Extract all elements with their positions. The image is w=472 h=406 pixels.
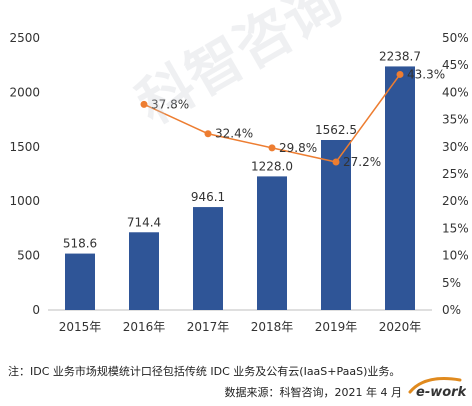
y2-tick-label: 40% [442,85,469,99]
bar-value-label: 946.1 [191,190,225,204]
growth-point [204,130,212,138]
x-tick-label: 2019年 [315,320,358,334]
e-works-logo: e-works [408,377,466,400]
y-tick-label: 2000 [9,85,40,99]
x-tick-label: 2017年 [187,320,230,334]
bar-value-label: 1562.5 [315,123,357,137]
y2-tick-label: 20% [442,194,469,208]
y2-tick-label: 5% [442,276,461,290]
y2-tick-label: 35% [442,113,469,127]
x-tick-label: 2020年 [379,320,422,334]
growth-value-label: 43.3% [407,67,445,81]
growth-point [268,144,276,152]
y-tick-label: 1500 [9,140,40,154]
growth-value-label: 27.2% [343,155,381,169]
bar [321,140,351,310]
bar-value-label: 714.4 [127,215,161,229]
y-tick-label: 500 [17,249,40,263]
y2-tick-label: 10% [442,249,469,263]
y2-tick-label: 30% [442,140,469,154]
bar-labels: 518.6 714.4 946.1 1228.0 1562.5 2238.7 [63,49,421,250]
growth-point [140,100,148,108]
growth-value-label: 29.8% [279,141,317,155]
svg-text:e-works: e-works [416,385,466,400]
chart: 0 500 1000 1500 2000 2500 0% 5% 10% 15% 20% 25% 30%… [9,31,469,334]
y2-tick-label: 50% [442,31,469,45]
growth-point [332,158,340,166]
y-tick-label: 0 [32,303,40,317]
y-axis-right: 0% 5% 10% 15% 20% 25% 30% 35% 40% 45% 50% [442,31,469,317]
x-tick-label: 2015年 [59,320,102,334]
y2-tick-label: 45% [442,58,469,72]
y-tick-label: 2500 [9,31,40,45]
bar [385,66,415,310]
y2-tick-label: 15% [442,221,469,235]
x-axis: 2015年 2016年 2017年 2018年 2019年 2020年 [59,320,422,334]
y-axis-left: 0 500 1000 1500 2000 2500 [9,31,40,317]
x-tick-label: 2016年 [123,320,166,334]
bar-value-label: 2238.7 [379,49,421,63]
bar-value-label: 1228.0 [251,159,293,173]
growth-value-label: 37.8% [151,97,189,111]
growth-point [396,70,404,78]
footnote: 注：IDC 业务市场规模统计口径包括传统 IDC 业务及公有云(IaaS+Paa… [8,365,401,378]
bar [257,176,287,310]
growth-line-series: 37.8% 32.4% 29.8% 27.2% 43.3% [140,67,445,169]
y2-tick-label: 25% [442,167,469,181]
source-note: 数据来源：科智咨询，2021 年 4 月 [224,386,402,399]
bar [65,253,95,310]
growth-value-label: 32.4% [215,127,253,141]
bar [193,207,223,310]
bar [129,232,159,310]
y2-tick-label: 0% [442,303,461,317]
x-tick-label: 2018年 [251,320,294,334]
y-tick-label: 1000 [9,194,40,208]
bar-value-label: 518.6 [63,237,97,251]
bar-series [65,66,415,310]
